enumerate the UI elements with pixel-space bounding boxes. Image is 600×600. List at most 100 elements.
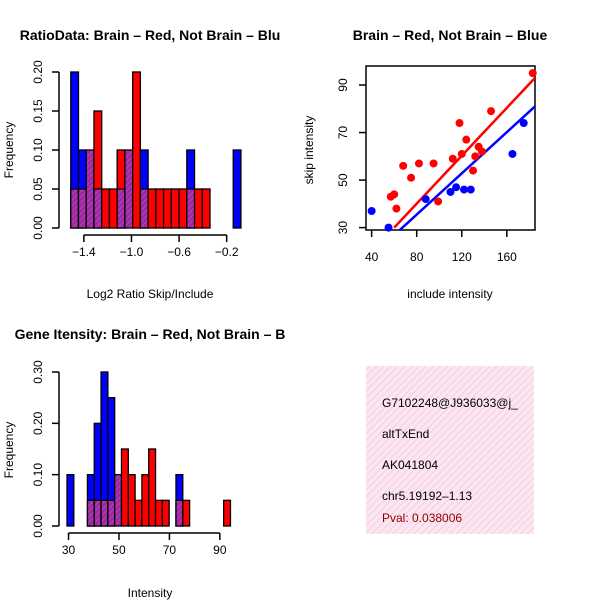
scatter-title: Brain – Red, Not Brain – Blue <box>353 27 548 43</box>
ratio-histogram-panel: RatioData: Brain – Red, Not Brain – Blu … <box>2 27 280 301</box>
scatter-point-brain <box>448 154 457 163</box>
ratio-y-tick-label: 0.00 <box>31 216 45 240</box>
scatter-axes: 40 80 120 160 30 50 70 90 <box>336 78 517 264</box>
intensity-histogram-ylabel: Frequency <box>2 422 16 479</box>
scatter-point-brain <box>478 147 487 156</box>
ratio-x-tick-label: −0.6 <box>167 245 191 259</box>
scatter-point-not-brain <box>452 183 461 192</box>
scatter-point-not-brain <box>384 223 393 232</box>
ratio-bar-overlap-3 <box>93 188 103 229</box>
ratio-y-tick-label: 0.10 <box>31 138 45 162</box>
intensity-histogram-title: Gene Itensity: Brain – Red, Not Brain – … <box>15 326 286 342</box>
intensity-x-tick-label: 70 <box>163 543 177 557</box>
scatter-point-brain <box>528 69 537 78</box>
ratio-x-tick-label: −0.2 <box>215 245 239 259</box>
scatter-point-brain <box>471 152 480 161</box>
ratio-x-tick-label: −1.0 <box>120 245 144 259</box>
ratio-bar-brain-5 <box>108 188 118 229</box>
scatter-point-brain <box>469 166 478 175</box>
scatter-point-not-brain <box>460 185 469 194</box>
info-pval: Pval: 0.038006 <box>382 511 462 525</box>
scatter-point-not-brain <box>367 206 376 215</box>
intensity-bar-brain-17 <box>182 499 191 527</box>
scatter-point-brain <box>487 107 496 116</box>
scatter-xlabel: include intensity <box>407 287 492 301</box>
intensity-bar-not-brain-0 <box>66 474 75 527</box>
ratio-bar-overlap-2 <box>85 149 95 229</box>
intensity-x-tick-label: 30 <box>62 543 76 557</box>
scatter-points <box>367 69 537 232</box>
scatter-point-brain <box>407 173 416 182</box>
intensity-x-tick-label: 90 <box>213 543 227 557</box>
intensity-histogram-xlabel: Intensity <box>128 586 173 600</box>
scatter-point-brain <box>414 159 423 168</box>
ratio-bar-overlap-6 <box>116 188 126 229</box>
info-location: chr5.19192–1.13 <box>382 489 472 503</box>
ratio-y-tick-label: 0.15 <box>31 99 45 123</box>
intensity-y-tick-label: 0.30 <box>31 360 45 384</box>
ratio-bar-brain-14 <box>178 188 188 229</box>
scatter-x-tick-label: 120 <box>452 250 472 264</box>
intensity-bar-overlap-6 <box>107 499 116 527</box>
ratio-y-tick-label: 0.05 <box>31 177 45 201</box>
info-probe-id: G7102248@J936033@j_ <box>382 396 518 410</box>
ratio-bar-brain-13 <box>170 188 180 229</box>
scatter-ylabel: skip intensity <box>302 116 316 185</box>
intensity-bar-overlap-4 <box>93 499 102 527</box>
scatter-point-not-brain <box>519 119 528 128</box>
ratio-histogram-ylabel: Frequency <box>2 122 16 179</box>
intensity-bar-overlap-16 <box>175 499 184 527</box>
ratio-bar-brain-12 <box>162 188 172 229</box>
info-event-type: altTxEnd <box>382 427 429 441</box>
scatter-point-brain <box>392 204 401 213</box>
info-accession: AK041804 <box>382 458 438 472</box>
intensity-bar-brain-14 <box>161 499 170 527</box>
intensity-y-tick-label: 0.00 <box>31 514 45 538</box>
info-panel: G7102248@J936033@j_ altTxEnd AK041804 ch… <box>366 366 534 534</box>
scatter-y-tick-label: 30 <box>336 221 350 235</box>
intensity-histogram-axes: 30 50 70 90 0.00 0.10 0.20 0.30 <box>31 360 227 557</box>
ratio-histogram-xlabel: Log2 Ratio Skip/Include <box>87 287 214 301</box>
scatter-point-brain <box>462 135 471 144</box>
ratio-histogram-axes: −1.4 −1.0 −0.6 −0.2 0.00 0.05 0.10 0.15 0.20 <box>31 60 239 259</box>
scatter-point-not-brain <box>466 185 475 194</box>
scatter-point-brain <box>457 149 466 158</box>
ratio-bar-brain-4 <box>101 188 111 229</box>
ratio-bar-overlap-7 <box>124 149 134 229</box>
scatter-point-not-brain <box>508 149 517 158</box>
intensity-bar-brain-9 <box>127 474 136 527</box>
intensity-bar-overlap-7 <box>114 474 123 527</box>
scatter-y-tick-label: 70 <box>336 126 350 140</box>
scatter-point-brain <box>399 161 408 170</box>
ratio-histogram-bars <box>70 71 242 229</box>
ratio-bar-not-brain-21 <box>232 149 242 229</box>
scatter-fit-line-not-brain <box>398 105 535 230</box>
ratio-bar-overlap-0 <box>70 188 80 229</box>
ratio-bar-brain-10 <box>147 188 157 229</box>
scatter-point-brain <box>390 190 399 199</box>
intensity-x-tick-label: 50 <box>112 543 126 557</box>
intensity-bar-brain-10 <box>134 499 143 527</box>
scatter-x-tick-label: 80 <box>410 250 424 264</box>
intensity-bar-brain-12 <box>148 448 157 527</box>
info-box <box>366 366 534 534</box>
ratio-bar-brain-16 <box>193 188 203 229</box>
scatter-x-tick-label: 40 <box>365 250 379 264</box>
scatter-point-brain <box>455 119 464 128</box>
intensity-y-tick-label: 0.10 <box>31 463 45 487</box>
ratio-x-tick-label: −1.4 <box>72 245 96 259</box>
intensity-bar-brain-8 <box>120 448 129 527</box>
intensity-bar-overlap-3 <box>86 499 95 527</box>
ratio-y-tick-label: 0.20 <box>31 60 45 84</box>
scatter-point-brain <box>434 197 443 206</box>
intensity-histogram-bars <box>66 371 232 527</box>
ratio-bar-overlap-1 <box>77 188 87 229</box>
scatter-y-tick-label: 50 <box>336 173 350 187</box>
ratio-bar-brain-8 <box>131 71 142 229</box>
ratio-bar-brain-17 <box>201 188 211 229</box>
scatter-y-tick-label: 90 <box>336 78 350 92</box>
scatter-point-brain <box>429 159 438 168</box>
scatter-point-not-brain <box>446 187 455 196</box>
scatter-point-not-brain <box>421 195 430 204</box>
